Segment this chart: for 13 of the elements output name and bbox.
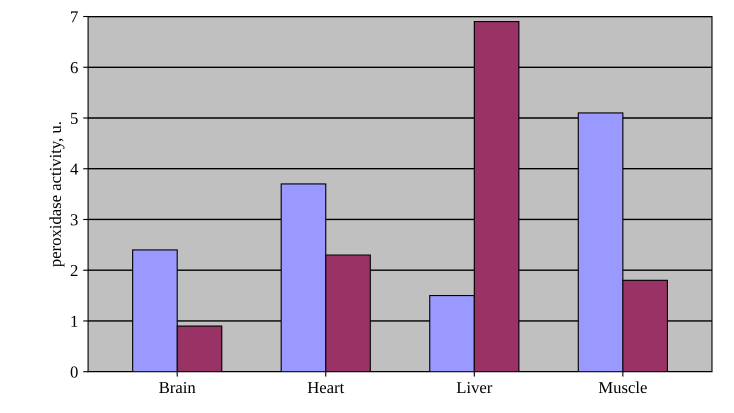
- y-tick-label: 3: [70, 214, 78, 226]
- y-tick-label: 4: [70, 164, 78, 175]
- y-axis-title: peroxidase activity, u.: [49, 122, 64, 267]
- y-tick-label: 5: [70, 112, 78, 124]
- x-tick-label: Liver: [456, 382, 492, 394]
- y-tick-label: 0: [70, 366, 78, 378]
- y-tick-label: 2: [70, 264, 78, 276]
- x-tick-label: Muscle: [598, 381, 647, 394]
- y-tick-label: 6: [70, 62, 78, 74]
- y-tick-label: 1: [71, 316, 78, 327]
- x-tick-label: Heart: [308, 382, 344, 394]
- x-tick-label: Brain: [159, 382, 196, 394]
- y-tick-label: 7: [71, 11, 78, 22]
